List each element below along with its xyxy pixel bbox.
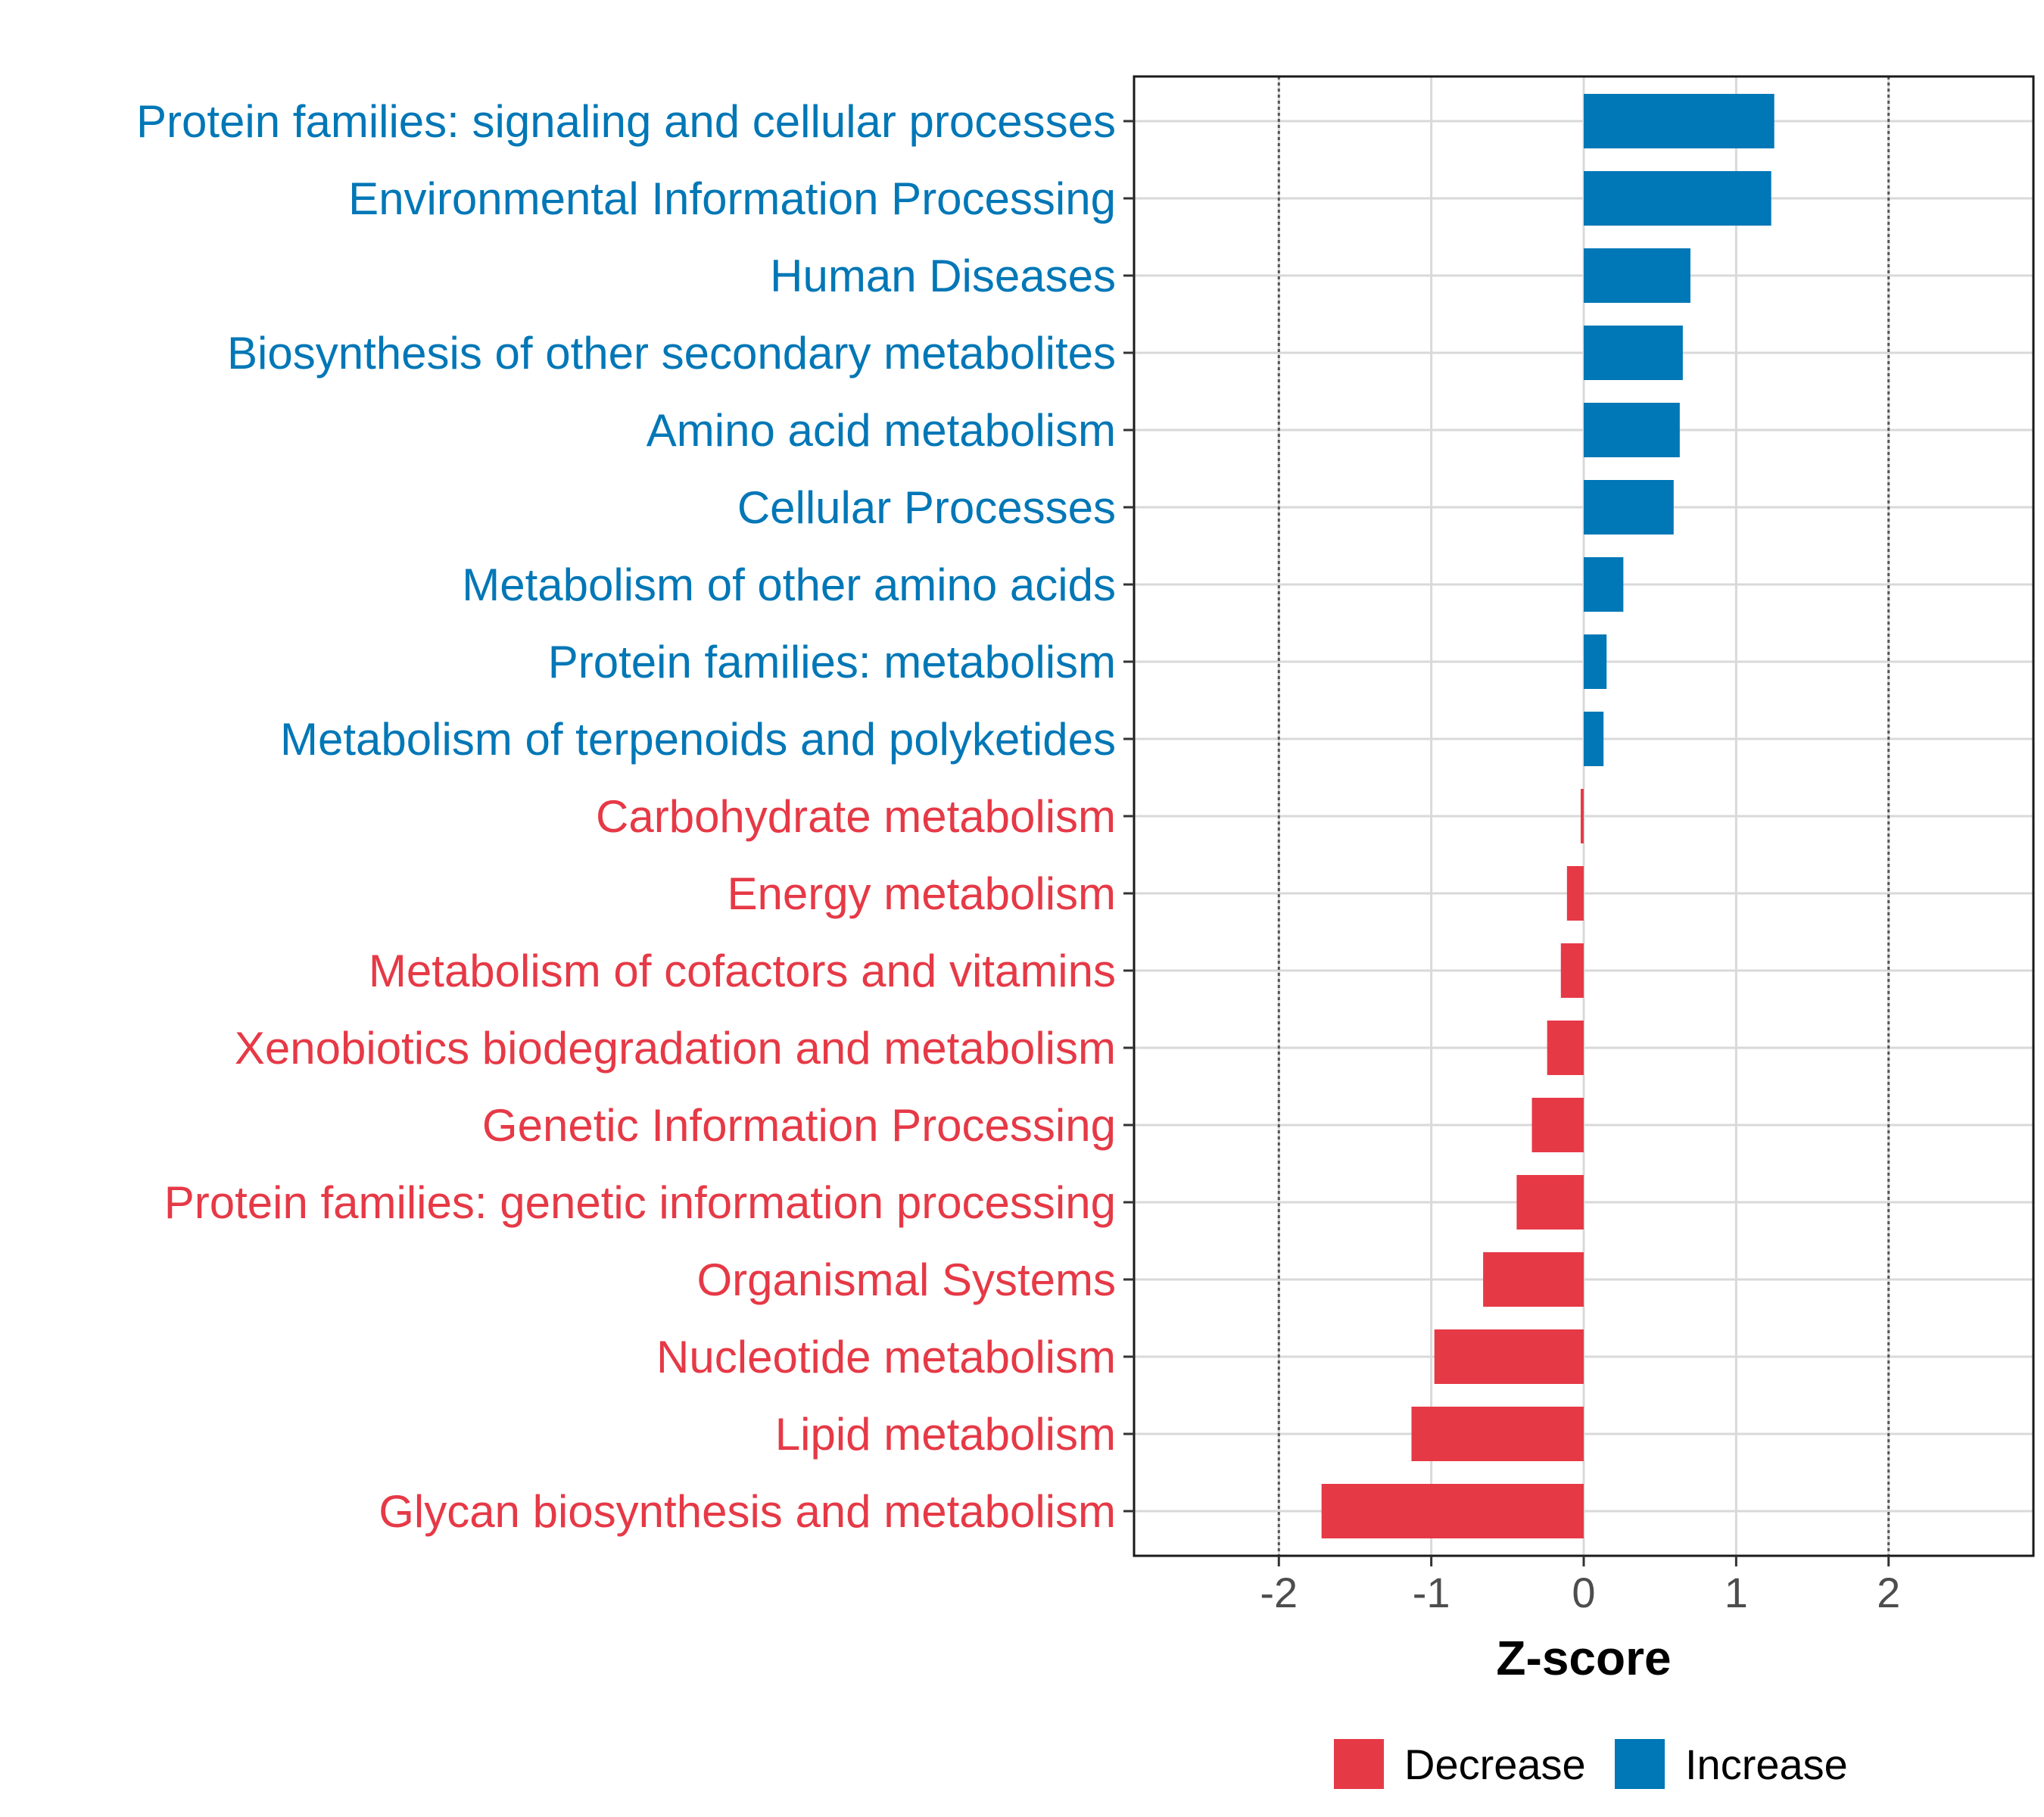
category-label: Metabolism of cofactors and vitamins <box>369 946 1116 996</box>
bar-protein-families-genetic-information-processing <box>1516 1175 1584 1230</box>
bar-glycan-biosynthesis-and-metabolism <box>1321 1484 1584 1538</box>
legend: Decrease Increase <box>1334 1739 1848 1789</box>
category-label: Protein families: metabolism <box>548 637 1116 687</box>
bar-carbohydrate-metabolism <box>1580 789 1584 843</box>
category-label: Lipid metabolism <box>775 1409 1116 1460</box>
category-label: Environmental Information Processing <box>348 173 1116 224</box>
bar-xenobiotics-biodegradation-and-metabolism <box>1547 1021 1584 1075</box>
category-label: Nucleotide metabolism <box>656 1332 1116 1382</box>
reference-line-layer <box>1277 76 1890 1556</box>
legend-swatch-increase <box>1615 1739 1665 1789</box>
x-tick-label: 2 <box>1877 1569 1900 1616</box>
legend-swatch-decrease <box>1334 1739 1384 1789</box>
bar-metabolism-of-terpenoids-and-polyketides <box>1584 712 1604 766</box>
x-tick-label: -1 <box>1413 1569 1450 1616</box>
category-label: Protein families: genetic information pr… <box>164 1177 1116 1228</box>
bar-organismal-systems <box>1483 1252 1584 1307</box>
bar-protein-families-metabolism <box>1584 634 1607 689</box>
category-label: Energy metabolism <box>727 868 1116 919</box>
x-tick-label: 0 <box>1572 1569 1595 1616</box>
category-label: Genetic Information Processing <box>482 1100 1116 1151</box>
category-label: Amino acid metabolism <box>647 405 1116 456</box>
category-label-layer: Protein families: signaling and cellular… <box>136 96 1134 1537</box>
bar-cellular-processes <box>1584 480 1674 535</box>
bar-layer <box>1321 94 1774 1538</box>
category-label: Carbohydrate metabolism <box>596 791 1116 842</box>
bar-metabolism-of-other-amino-acids <box>1584 557 1624 612</box>
bar-environmental-information-processing <box>1584 171 1771 226</box>
bar-nucleotide-metabolism <box>1434 1329 1584 1384</box>
bar-metabolism-of-cofactors-and-vitamins <box>1560 943 1584 998</box>
bar-protein-families-signaling-and-cellular-processes <box>1584 94 1774 148</box>
bar-human-diseases <box>1584 248 1690 303</box>
bar-biosynthesis-of-other-secondary-metabolites <box>1584 326 1683 380</box>
category-label: Cellular Processes <box>737 482 1116 533</box>
x-tick-layer: -2 -1 0 1 2 <box>1260 1556 1900 1616</box>
bar-amino-acid-metabolism <box>1584 403 1680 457</box>
x-axis-title: Z-score <box>1496 1631 1671 1685</box>
category-label: Xenobiotics biodegradation and metabolis… <box>235 1023 1116 1074</box>
x-tick-label: -2 <box>1260 1569 1298 1616</box>
category-label: Metabolism of other amino acids <box>462 559 1116 610</box>
bar-energy-metabolism <box>1566 866 1584 921</box>
category-label: Biosynthesis of other secondary metaboli… <box>227 328 1116 379</box>
category-label: Glycan biosynthesis and metabolism <box>379 1486 1116 1537</box>
category-label: Metabolism of terpenoids and polyketides <box>280 714 1116 765</box>
bar-lipid-metabolism <box>1411 1407 1584 1461</box>
x-tick-label: 1 <box>1725 1569 1748 1616</box>
category-label: Human Diseases <box>770 251 1116 301</box>
category-label: Protein families: signaling and cellular… <box>136 96 1116 147</box>
legend-label-decrease: Decrease <box>1404 1741 1586 1788</box>
legend-label-increase: Increase <box>1685 1741 1848 1788</box>
bar-genetic-information-processing <box>1531 1098 1584 1152</box>
category-label: Organismal Systems <box>697 1254 1116 1305</box>
